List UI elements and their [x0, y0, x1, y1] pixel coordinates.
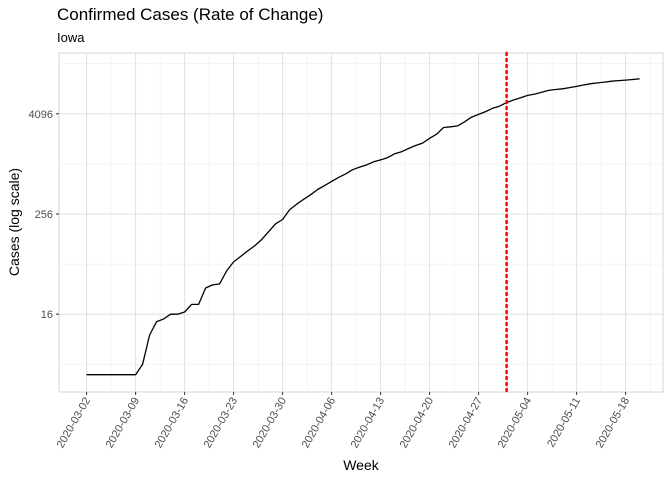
y-tick-label: 16: [41, 309, 53, 321]
x-axis: 2020-03-02 2020-03-09 2020-03-16 2020-03-23…: [55, 392, 633, 451]
y-tick-label: 4096: [29, 109, 53, 121]
x-axis-title: Week: [343, 457, 380, 473]
x-tick-label: 2020-03-30: [251, 396, 290, 451]
y-tick-label: 256: [35, 209, 53, 221]
series-line: [86, 78, 640, 376]
x-tick-label: 2020-05-11: [545, 396, 583, 450]
x-tick-label: 2020-03-09: [104, 396, 143, 451]
x-tick-label: 2020-03-23: [202, 396, 241, 451]
x-tick-label: 2020-04-27: [447, 396, 486, 451]
x-tick-label: 2020-04-13: [349, 396, 388, 451]
x-tick-label: 2020-04-20: [398, 396, 437, 451]
y-axis: 16 256 4096: [29, 109, 59, 321]
series-layer: [86, 78, 640, 376]
chart-subtitle: Iowa: [57, 30, 85, 45]
y-axis-title: Cases (log scale): [6, 168, 22, 276]
x-tick-label: 2020-05-04: [496, 396, 535, 451]
x-tick-label: 2020-03-16: [153, 396, 192, 451]
x-tick-label: 2020-03-02: [55, 396, 94, 451]
x-tick-label: 2020-05-18: [594, 396, 633, 451]
chart-title: Confirmed Cases (Rate of Change): [57, 5, 323, 24]
x-tick-label: 2020-04-06: [300, 396, 339, 451]
grid: [59, 53, 663, 392]
plot-panel: [58, 52, 664, 393]
